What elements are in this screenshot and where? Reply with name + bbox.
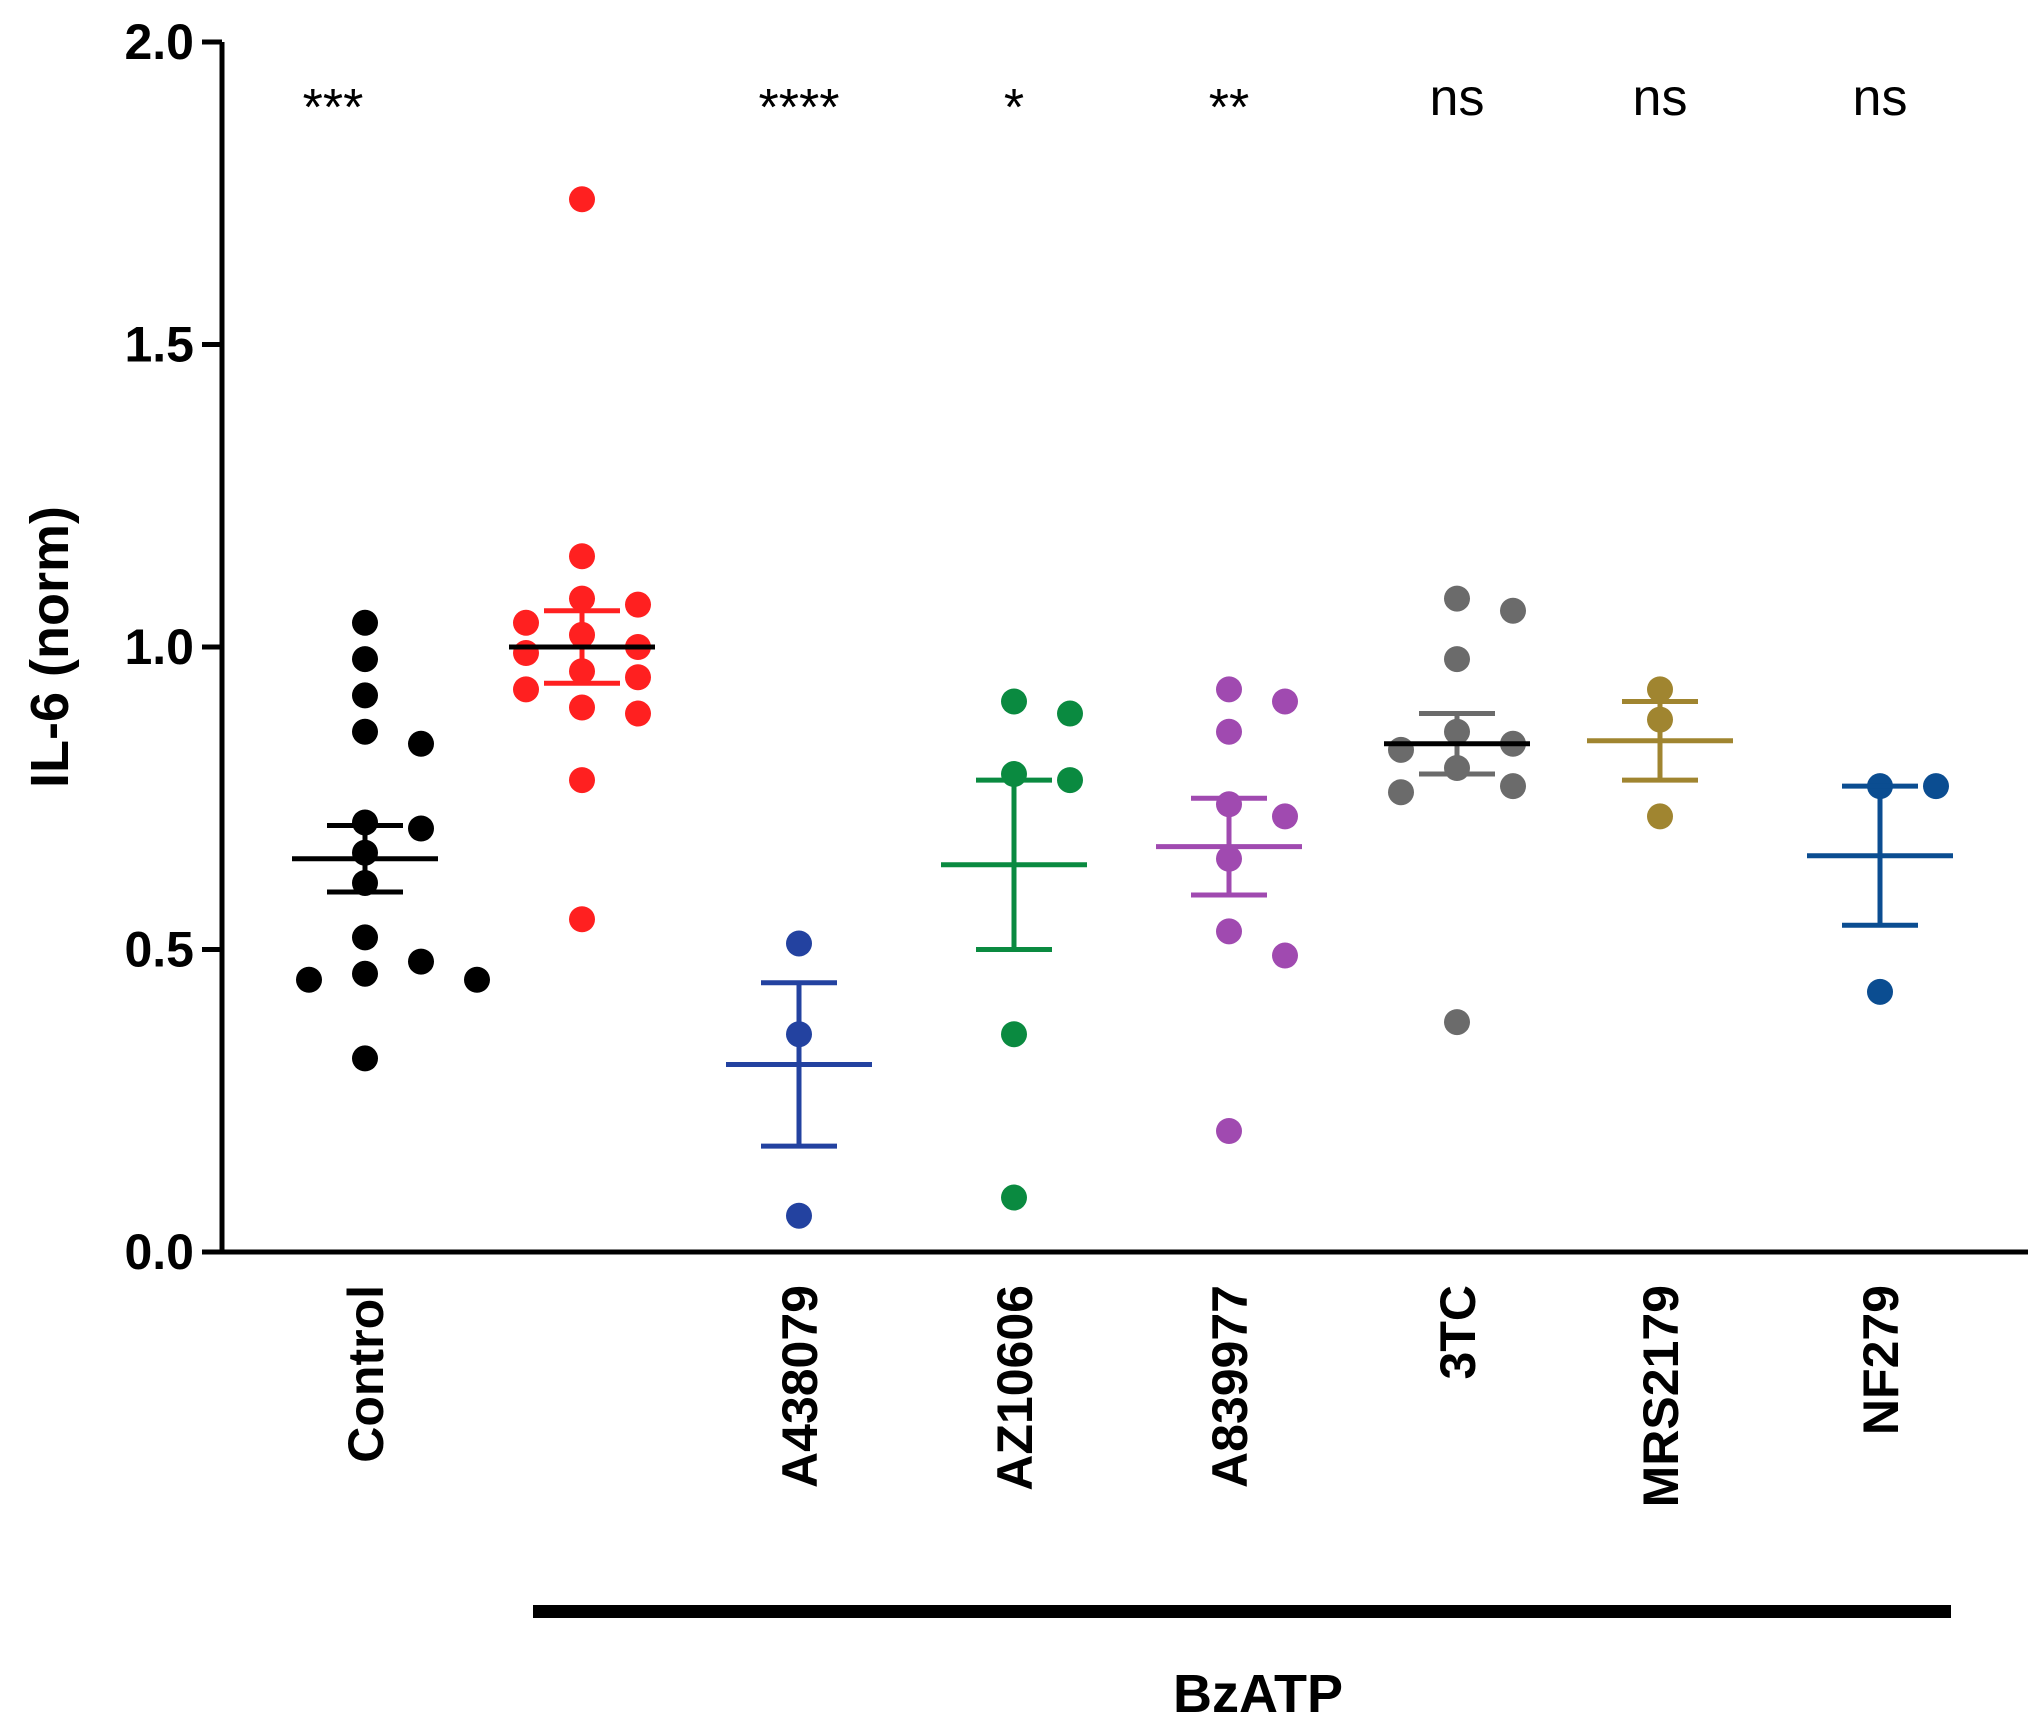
data-point xyxy=(352,609,378,636)
x-label-3tc: 3TC xyxy=(1430,1285,1486,1379)
group-az10606 xyxy=(941,688,1087,1211)
data-marks xyxy=(292,186,1953,1229)
data-point xyxy=(1388,736,1414,763)
sig-label-mrs2179: ns xyxy=(1633,69,1688,127)
data-point xyxy=(1216,1118,1242,1144)
x-label-control: Control xyxy=(338,1285,394,1463)
x-label-a438079: A438079 xyxy=(772,1285,828,1488)
data-point xyxy=(296,966,322,993)
data-point xyxy=(625,591,651,618)
group-bzatp xyxy=(509,186,655,933)
y-tick-label: 0.5 xyxy=(124,922,194,978)
data-point xyxy=(408,948,434,975)
sig-label-3tc: ns xyxy=(1430,69,1485,127)
sig-label-az10606: * xyxy=(1004,79,1024,137)
data-point xyxy=(569,694,595,721)
x-label-mrs2179: MRS2179 xyxy=(1633,1285,1689,1507)
x-category-labels: Control A438079 AZ10606 A839977 3TC MRS2179 NF… xyxy=(338,1285,1909,1507)
group-control xyxy=(292,609,490,1072)
data-point xyxy=(625,664,651,691)
data-point xyxy=(513,640,539,667)
data-point xyxy=(1001,1021,1027,1048)
data-point xyxy=(1867,978,1893,1005)
data-point xyxy=(1216,718,1242,745)
bzatp-group-bar xyxy=(533,1605,1951,1618)
y-tick-label: 1.5 xyxy=(124,317,194,373)
bzatp-group-label: BzATP xyxy=(1173,1664,1343,1724)
data-point xyxy=(352,960,378,987)
group-mrs2179 xyxy=(1587,676,1733,830)
data-point xyxy=(1647,676,1673,703)
data-point xyxy=(625,700,651,727)
data-point xyxy=(1057,700,1083,727)
data-point xyxy=(1216,918,1242,945)
significance-labels: *** **** * ** ns ns ns xyxy=(303,69,1908,137)
data-point xyxy=(1444,646,1470,673)
group-a438079 xyxy=(726,930,872,1229)
data-point xyxy=(1444,1009,1470,1036)
data-point xyxy=(352,809,378,836)
group-3tc xyxy=(1384,585,1530,1036)
data-point xyxy=(1057,767,1083,794)
axes xyxy=(219,42,2028,1255)
data-point xyxy=(408,815,434,842)
group-nf279 xyxy=(1807,773,1953,1005)
data-point xyxy=(1272,803,1298,830)
x-label-az10606: AZ10606 xyxy=(987,1285,1043,1491)
data-point xyxy=(1388,779,1414,806)
sig-label-a438079: **** xyxy=(759,79,840,137)
data-point xyxy=(1647,803,1673,830)
data-point xyxy=(1500,773,1526,800)
group-a839977 xyxy=(1156,676,1302,1144)
data-point xyxy=(569,767,595,794)
data-point xyxy=(513,676,539,703)
y-ticks: 0.0 0.5 1.0 1.5 2.0 xyxy=(124,14,222,1280)
y-axis-title: IL-6 (norm) xyxy=(20,506,80,788)
y-tick-label: 2.0 xyxy=(124,14,194,70)
x-label-a839977: A839977 xyxy=(1202,1285,1258,1488)
y-tick-label: 0.0 xyxy=(124,1224,194,1280)
data-point xyxy=(786,930,812,957)
data-point xyxy=(352,1045,378,1072)
data-point xyxy=(569,186,595,213)
data-point xyxy=(1923,773,1949,800)
data-point xyxy=(1216,676,1242,703)
sig-label-a839977: ** xyxy=(1209,79,1249,137)
sig-label-control: *** xyxy=(303,79,364,137)
data-point xyxy=(464,966,490,993)
data-point xyxy=(1444,585,1470,612)
data-point xyxy=(569,585,595,612)
sig-label-nf279: ns xyxy=(1853,69,1908,127)
data-point xyxy=(352,718,378,745)
data-point xyxy=(352,646,378,673)
data-point xyxy=(1272,942,1298,969)
data-point xyxy=(352,924,378,951)
data-point xyxy=(352,682,378,709)
y-tick-label: 1.0 xyxy=(124,619,194,675)
data-point xyxy=(1272,688,1298,715)
data-point xyxy=(569,543,595,570)
x-label-nf279: NF279 xyxy=(1853,1285,1909,1435)
data-point xyxy=(1001,688,1027,715)
data-point xyxy=(569,906,595,933)
data-point xyxy=(786,1202,812,1229)
data-point xyxy=(1500,597,1526,624)
data-point xyxy=(1001,1184,1027,1211)
data-point xyxy=(513,609,539,636)
data-point xyxy=(408,730,434,757)
